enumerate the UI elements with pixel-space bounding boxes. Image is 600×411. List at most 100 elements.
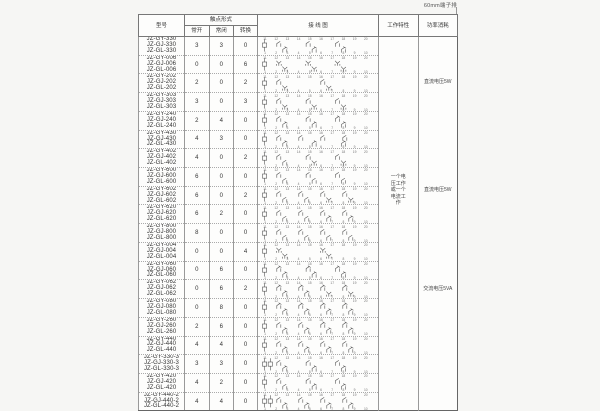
svg-text:17: 17 <box>330 206 334 210</box>
wiring-diagram: 11 12 13 14 15 16 17 18 19 201 2 3 4 5 6 7 8 9 10 <box>262 131 368 148</box>
svg-text:19: 19 <box>353 94 357 98</box>
svg-text:16: 16 <box>319 243 323 247</box>
svg-text:4: 4 <box>298 70 300 73</box>
model-number: JZ-GJ-420 <box>146 378 177 385</box>
svg-text:14: 14 <box>297 356 301 360</box>
model-number: JZ-GY-062 <box>146 279 177 286</box>
svg-text:5: 5 <box>309 220 311 223</box>
svg-text:9: 9 <box>354 126 356 129</box>
svg-text:4: 4 <box>298 163 300 166</box>
wiring-diagram-cell: 11 12 13 14 15 16 17 18 19 20 1 2 3 4 5 6 7 8 9 10 <box>257 242 379 262</box>
svg-text:12: 12 <box>274 168 278 172</box>
header-contact-form: 触点形式 <box>184 14 258 26</box>
nc-count-cell: 6 <box>208 261 234 281</box>
svg-text:14: 14 <box>297 299 301 303</box>
table-row: JZ-GY-240 JZ-GJ-240 JZ-GL-240 2 4 0 11 12 13 14 15… <box>138 111 458 131</box>
co-count-cell: 0 <box>233 130 258 150</box>
svg-text:13: 13 <box>286 318 290 322</box>
svg-text:9: 9 <box>354 276 356 279</box>
svg-text:12: 12 <box>274 262 278 266</box>
model-number: JZ-GL-260 <box>146 328 177 335</box>
svg-text:9: 9 <box>354 388 356 391</box>
model-number: JZ-GY-602 <box>146 186 177 192</box>
nc-count-cell: 0 <box>208 167 234 187</box>
co-count-cell: 0 <box>233 354 258 374</box>
svg-text:14: 14 <box>297 75 301 79</box>
svg-text:6: 6 <box>320 182 322 185</box>
svg-text:16: 16 <box>319 37 323 41</box>
wiring-diagram-cell: 11 12 13 14 15 16 17 18 19 20 1 2 3 4 5 6 7 8 9 10 <box>257 317 379 337</box>
model-cell: JZ-GY-006 JZ-GJ-006 JZ-GL-006 <box>138 55 185 75</box>
table-row: JZ-GY-330-3 JZ-GJ-330-3 JZ-GL-330-3 3 3 0 11 12… <box>138 354 458 374</box>
svg-text:2: 2 <box>275 182 277 185</box>
svg-text:4: 4 <box>298 89 300 92</box>
svg-text:14: 14 <box>297 337 301 341</box>
svg-text:13: 13 <box>286 168 290 172</box>
svg-text:9: 9 <box>354 257 356 260</box>
model-number: JZ-GY-800 <box>146 223 177 230</box>
svg-text:13: 13 <box>286 75 290 79</box>
svg-text:6: 6 <box>320 257 322 260</box>
model-number: JZ-GY-006 <box>146 55 177 61</box>
svg-text:2: 2 <box>275 145 277 148</box>
svg-text:16: 16 <box>319 168 323 172</box>
svg-text:3: 3 <box>286 145 288 148</box>
table-row: JZ-GY-420 JZ-GJ-420 JZ-GL-420 4 2 0 11 12 13 14 15… <box>138 373 458 393</box>
wiring-diagram: 11 12 13 14 15 16 17 18 19 201 2 3 4 5 6 7 8 9 10 <box>262 318 368 335</box>
svg-text:9: 9 <box>354 369 356 372</box>
model-number: JZ-GL-800 <box>146 235 177 241</box>
svg-text:14: 14 <box>297 225 301 229</box>
svg-text:14: 14 <box>297 112 301 116</box>
no-count-cell: 4 <box>184 336 209 356</box>
svg-text:5: 5 <box>309 70 311 73</box>
model-number: JZ-GY-430 <box>146 130 177 136</box>
model-number: JZ-GY-060 <box>146 261 177 267</box>
svg-text:12: 12 <box>274 281 278 285</box>
svg-text:14: 14 <box>297 318 301 322</box>
no-count-cell: 0 <box>184 55 209 75</box>
co-count-cell: 3 <box>233 92 258 112</box>
svg-text:7: 7 <box>331 276 333 279</box>
svg-text:11: 11 <box>263 299 267 303</box>
table-row: JZ-GY-602 JZ-GJ-602 JZ-GL-602 6 0 2 11 12 13 14 15… <box>138 186 458 206</box>
model-cell: JZ-GY-602 JZ-GJ-602 JZ-GL-602 <box>138 186 185 206</box>
svg-text:7: 7 <box>331 89 333 92</box>
svg-text:5: 5 <box>309 388 311 391</box>
nc-count-cell: 0 <box>208 186 234 206</box>
working-characteristics-note: 一个电压工作或一个电流工作 <box>390 173 406 206</box>
model-number: JZ-GY-303 <box>146 92 177 99</box>
svg-text:20: 20 <box>364 112 368 116</box>
svg-text:18: 18 <box>342 37 346 41</box>
table-row: JZ-GY-330 JZ-GJ-330 JZ-GL-330 3 3 0 11 12 13 14 15… <box>138 36 458 411</box>
svg-text:8: 8 <box>342 126 344 129</box>
svg-text:13: 13 <box>286 112 290 116</box>
svg-text:11: 11 <box>263 281 267 285</box>
nc-count-cell: 2 <box>208 373 234 393</box>
svg-text:10: 10 <box>364 369 368 372</box>
wiring-diagram: 11 12 13 14 15 16 17 18 19 201 2 3 4 5 6 7 8 9 10 <box>262 56 368 73</box>
svg-text:15: 15 <box>308 75 312 79</box>
svg-text:19: 19 <box>353 56 357 60</box>
wiring-diagram: 11 12 13 14 15 16 17 18 19 201 2 3 4 5 6 7 8 9 10 <box>262 281 368 298</box>
svg-text:15: 15 <box>308 299 312 303</box>
svg-text:18: 18 <box>342 337 346 341</box>
model-number: JZ-GL-330 <box>146 47 177 54</box>
svg-text:1: 1 <box>264 313 266 316</box>
svg-text:20: 20 <box>364 168 368 172</box>
model-number: JZ-GY-600 <box>146 167 177 174</box>
wiring-diagram: 11 12 13 14 15 16 17 18 19 201 2 3 4 5 6 7 8 9 10 <box>262 337 368 354</box>
svg-text:15: 15 <box>308 281 312 285</box>
table-header: 型号 触点形式 接 线 图 工作特性 功率消耗 常开 常闭 转换 <box>138 14 458 37</box>
svg-text:17: 17 <box>330 150 334 154</box>
model-number: JZ-GL-330-3 <box>143 366 180 373</box>
svg-text:17: 17 <box>330 56 334 60</box>
svg-text:20: 20 <box>364 131 368 135</box>
svg-text:1: 1 <box>264 201 266 204</box>
svg-text:13: 13 <box>286 225 290 229</box>
svg-text:4: 4 <box>298 313 300 316</box>
svg-text:17: 17 <box>330 168 334 172</box>
no-count-cell: 6 <box>184 186 209 206</box>
svg-text:20: 20 <box>364 243 368 247</box>
svg-text:16: 16 <box>319 112 323 116</box>
svg-text:2: 2 <box>275 220 277 223</box>
